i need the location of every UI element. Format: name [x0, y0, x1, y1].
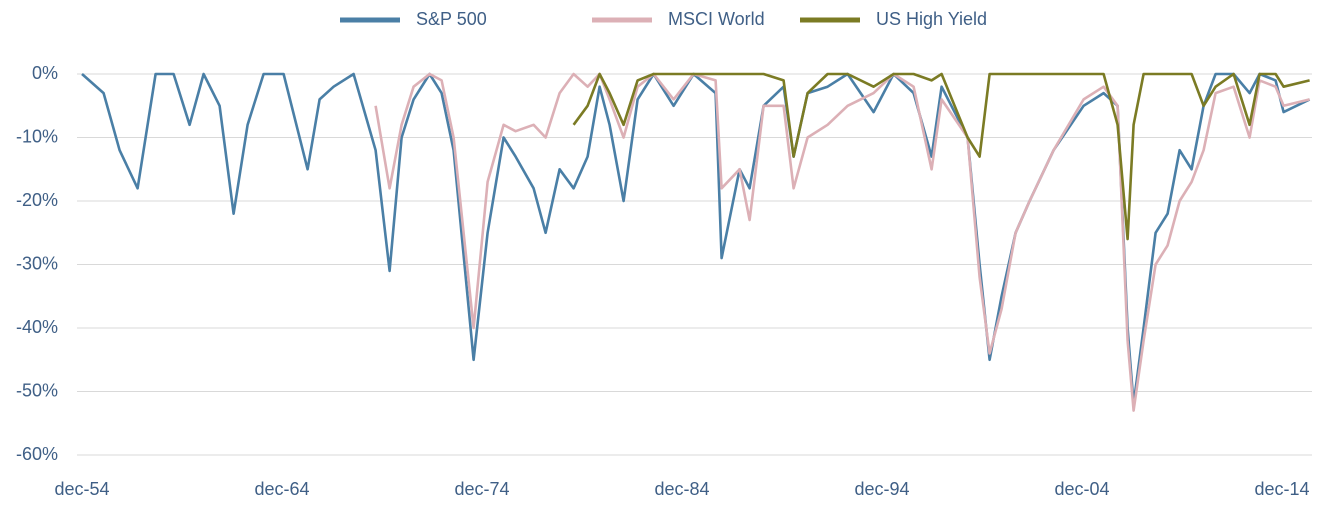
- legend-label: MSCI World: [668, 9, 765, 29]
- x-tick-label: dec-04: [1054, 479, 1109, 499]
- series-line: [374, 72, 1310, 412]
- x-tick-label: dec-54: [54, 479, 109, 499]
- x-tick-label: dec-84: [654, 479, 709, 499]
- y-tick-label: -10%: [16, 126, 58, 146]
- y-tick-label: 0%: [32, 63, 58, 83]
- y-tick-label: -30%: [16, 253, 58, 273]
- y-tick-label: -20%: [16, 190, 58, 210]
- x-tick-label: dec-14: [1254, 479, 1309, 499]
- series-line: [572, 72, 1310, 241]
- x-tick-label: dec-74: [454, 479, 509, 499]
- y-tick-label: -40%: [16, 317, 58, 337]
- legend-label: US High Yield: [876, 9, 987, 29]
- y-tick-label: -50%: [16, 380, 58, 400]
- series-line: [81, 72, 1311, 406]
- x-tick-label: dec-64: [254, 479, 309, 499]
- x-tick-label: dec-94: [854, 479, 909, 499]
- y-tick-label: -60%: [16, 444, 58, 464]
- legend-label: S&P 500: [416, 9, 487, 29]
